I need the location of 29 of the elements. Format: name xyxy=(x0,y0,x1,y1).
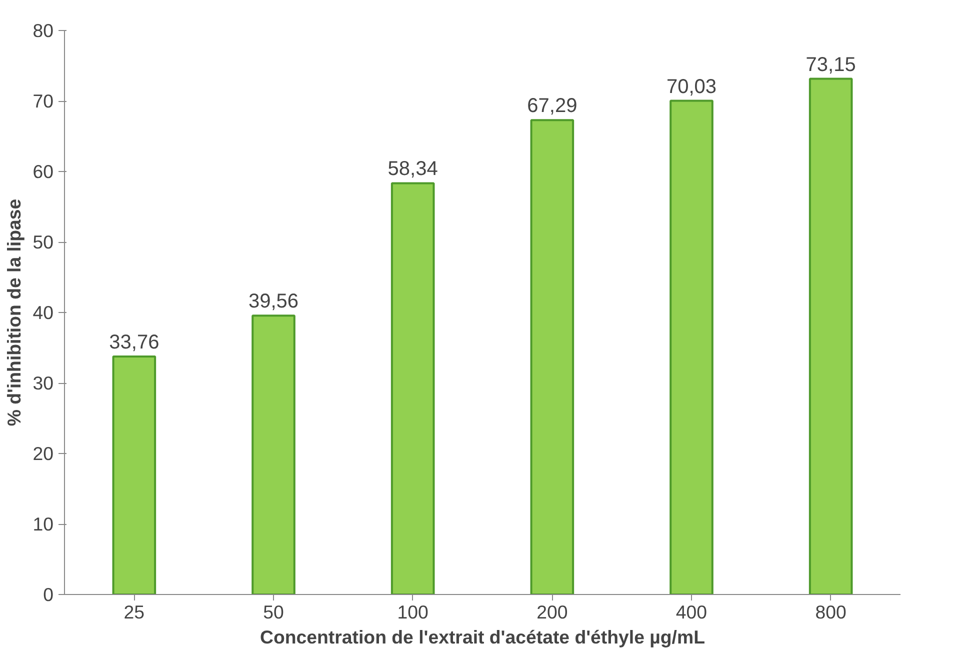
x-tick-label: 100 xyxy=(397,602,428,622)
bar xyxy=(112,355,156,594)
data-label: 67,29 xyxy=(527,95,578,118)
bar xyxy=(390,182,435,594)
data-label: 39,56 xyxy=(248,290,299,313)
bar xyxy=(252,314,296,594)
y-tick-label: 20 xyxy=(32,443,54,464)
bar xyxy=(670,100,714,594)
y-tick-label: 0 xyxy=(43,584,54,605)
y-tick-label: 60 xyxy=(32,161,54,182)
data-label: 58,34 xyxy=(388,158,438,180)
y-tick-label: 30 xyxy=(32,372,54,394)
y-tick-label: 40 xyxy=(32,302,54,323)
x-tick-label: 400 xyxy=(676,602,708,622)
bar xyxy=(530,119,574,594)
data-label: 70,03 xyxy=(666,76,717,98)
bar xyxy=(808,78,853,594)
data-label: 33,76 xyxy=(109,331,160,354)
x-tick-label: 50 xyxy=(263,602,284,622)
y-tick-label: 50 xyxy=(32,232,54,252)
x-axis-title: Concentration de l'extrait d'acétate d'éthyle µg/mL xyxy=(260,626,705,648)
y-tick-label: 70 xyxy=(32,90,54,112)
data-label: 73,15 xyxy=(806,54,856,76)
x-tick-label: 25 xyxy=(124,602,145,622)
y-tick-label: 10 xyxy=(32,514,54,534)
y-tick-label: 80 xyxy=(32,20,54,41)
x-tick-label: 200 xyxy=(536,602,568,622)
y-axis-title: % d'inhibition de la lipase xyxy=(4,198,25,426)
x-tick-label: 800 xyxy=(815,602,846,622)
